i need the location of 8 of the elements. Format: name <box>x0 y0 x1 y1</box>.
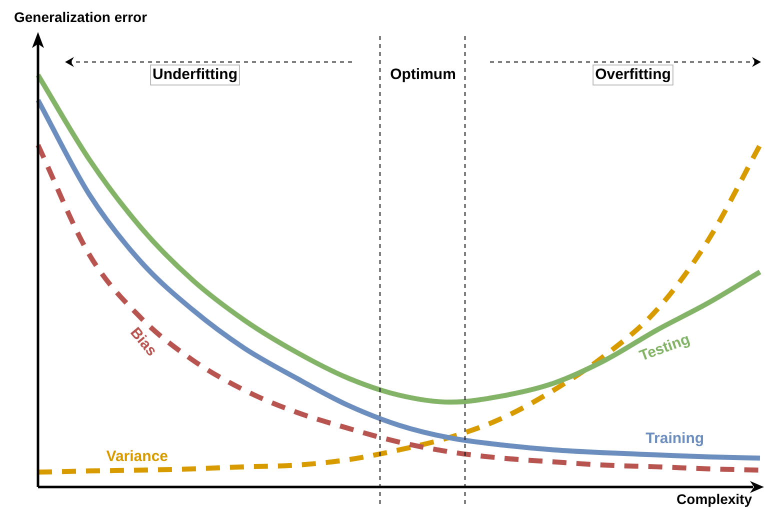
annotation: Overfitting <box>595 66 671 84</box>
series-label: Variance <box>106 448 168 466</box>
y-axis-title: Generalization error <box>14 8 148 25</box>
x-axis-title: Complexity <box>676 490 752 507</box>
annotation: Optimum <box>390 66 456 84</box>
annotation: Underfitting <box>152 66 238 84</box>
text: Testing <box>637 330 692 365</box>
series-label: Training <box>646 430 704 448</box>
